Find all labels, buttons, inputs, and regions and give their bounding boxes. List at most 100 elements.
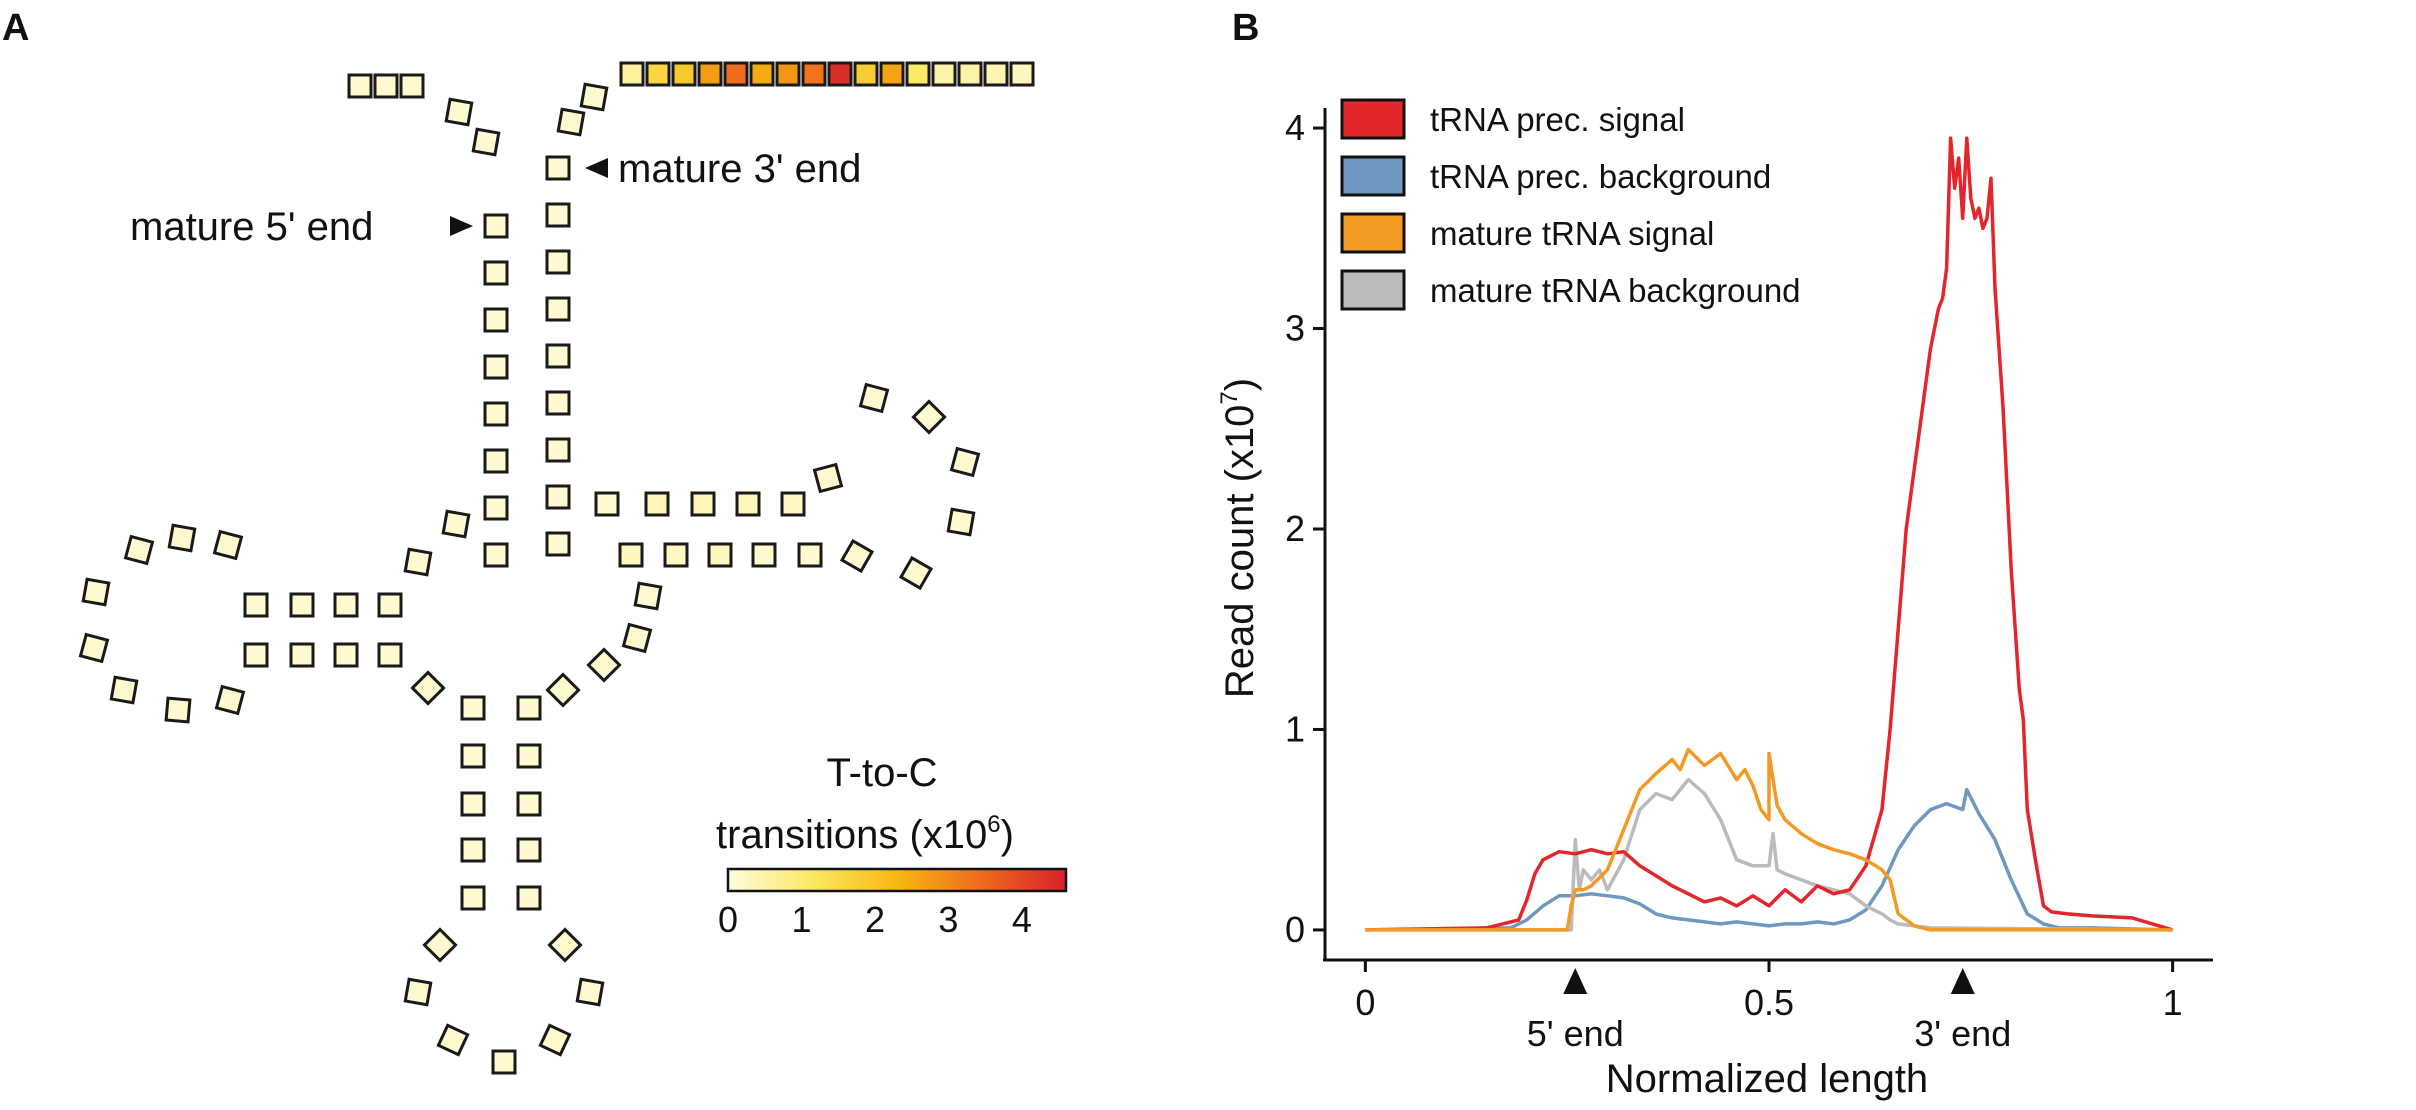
end-markers: 5' end 3' end — [1527, 968, 2011, 1054]
nucleotide-square — [289, 642, 315, 668]
annotation-mature-5p-label: mature 5' end — [130, 205, 373, 249]
nucleotide-square — [538, 1023, 572, 1057]
nucleotide-square — [436, 1023, 470, 1057]
nucleotide-square — [545, 437, 571, 463]
x-ticks: 0 0.5 1 — [1355, 960, 2183, 1023]
legend-label: tRNA prec. background — [1430, 158, 1771, 195]
nucleotide-square — [644, 491, 670, 517]
y-tick-label: 3 — [1285, 308, 1305, 349]
nucleotide-square — [333, 592, 359, 618]
nucleotide-square — [78, 632, 110, 664]
colorbar-title-end: ) — [1001, 813, 1014, 857]
nucleotide-square — [403, 547, 433, 577]
series-line-3 — [1365, 777, 2173, 932]
chart-series-group — [1365, 136, 2174, 932]
nucleotide-square — [775, 61, 801, 87]
nucleotide-square — [109, 675, 139, 705]
x-tick-label: 0.5 — [1744, 982, 1794, 1023]
y-tick-label: 1 — [1285, 708, 1305, 749]
nucleotide-square — [516, 695, 542, 721]
colorbar-title-line2: transitions (x106) — [716, 811, 1014, 857]
nucleotide-square — [164, 696, 192, 724]
nucleotide-square — [212, 529, 244, 561]
nucleotide-square — [751, 542, 777, 568]
nucleotide-square — [663, 542, 689, 568]
nucleotide-square — [403, 977, 433, 1007]
legend-swatch — [1340, 212, 1406, 254]
nucleotide-square — [645, 61, 671, 87]
colorbar-title-main: transitions (x10 — [716, 813, 987, 857]
colorbar: T-to-C transitions (x106) 0 1 2 3 4 — [716, 751, 1068, 940]
nucleotide-square — [545, 249, 571, 275]
nucleotide-square — [399, 73, 425, 99]
nucleotide-square — [853, 61, 879, 87]
nucleotide-square — [377, 592, 403, 618]
trna-cloverleaf — [78, 61, 1035, 1075]
annotation-mature-5p: mature 5' end — [130, 205, 473, 249]
nucleotide-square — [858, 382, 890, 414]
nucleotide-square — [483, 354, 509, 380]
nucleotide-square — [579, 82, 609, 112]
nucleotide-square — [690, 491, 716, 517]
annotation-mature-3p-label: mature 3' end — [618, 147, 861, 191]
arrow-right-icon — [450, 216, 473, 236]
nucleotide-square — [483, 542, 509, 568]
nucleotide-square — [931, 61, 957, 87]
nucleotide-square — [410, 670, 446, 706]
nucleotide-square — [618, 542, 644, 568]
colorbar-title-line1: T-to-C — [826, 751, 937, 795]
nucleotide-square — [483, 260, 509, 286]
nucleotide-square — [812, 462, 844, 494]
nucleotide-square — [373, 73, 399, 99]
nucleotide-square — [422, 927, 458, 963]
nucleotide-square — [946, 507, 976, 537]
nucleotide-square — [483, 307, 509, 333]
nucleotide-square — [545, 202, 571, 228]
nucleotide-square — [545, 343, 571, 369]
nucleotide-square — [483, 213, 509, 239]
nucleotide-square — [516, 837, 542, 863]
nucleotide-square — [827, 61, 853, 87]
nucleotide-square — [1009, 61, 1035, 87]
nucleotide-square — [697, 61, 723, 87]
nucleotide-square — [797, 542, 823, 568]
nucleotide-square — [471, 127, 501, 157]
colorbar-tick-label: 1 — [791, 899, 811, 940]
colorbar-tick-label: 0 — [718, 899, 738, 940]
panel-letter-b: B — [1232, 7, 1259, 49]
nucleotide-square — [545, 531, 571, 557]
nucleotide-square — [983, 61, 1009, 87]
nucleotide-square — [621, 622, 653, 654]
x-tick-label: 0 — [1355, 982, 1375, 1023]
nucleotide-square — [545, 390, 571, 416]
nucleotide-square — [123, 534, 155, 566]
nucleotide-square — [460, 837, 486, 863]
nucleotide-square — [905, 61, 931, 87]
nucleotide-square — [633, 581, 663, 611]
end-marker-label: 5' end — [1527, 1013, 1624, 1054]
nucleotide-square — [586, 647, 622, 683]
nucleotide-square — [483, 401, 509, 427]
nucleotide-square — [949, 446, 981, 478]
nucleotide-square — [460, 791, 486, 817]
y-axis-title-main: Read count (x10 — [1218, 405, 1262, 699]
nucleotide-square — [594, 491, 620, 517]
nucleotide-square — [545, 484, 571, 510]
nucleotide-square — [483, 495, 509, 521]
end-marker-label: 3' end — [1914, 1013, 2011, 1054]
nucleotide-square — [879, 61, 905, 87]
nucleotide-square — [556, 107, 586, 137]
nucleotide-square — [441, 509, 471, 539]
y-tick-label: 0 — [1285, 909, 1305, 950]
nucleotide-square — [516, 743, 542, 769]
nucleotide-square — [957, 61, 983, 87]
y-axis-title-end: ) — [1218, 378, 1262, 391]
series-line-1 — [1365, 787, 2173, 932]
nucleotide-square — [780, 491, 806, 517]
legend-label: mature tRNA background — [1430, 272, 1801, 309]
nucleotide-square — [483, 448, 509, 474]
nucleotide-square — [243, 642, 269, 668]
colorbar-ticks: 0 1 2 3 4 — [718, 899, 1032, 940]
nucleotide-square — [619, 61, 645, 87]
